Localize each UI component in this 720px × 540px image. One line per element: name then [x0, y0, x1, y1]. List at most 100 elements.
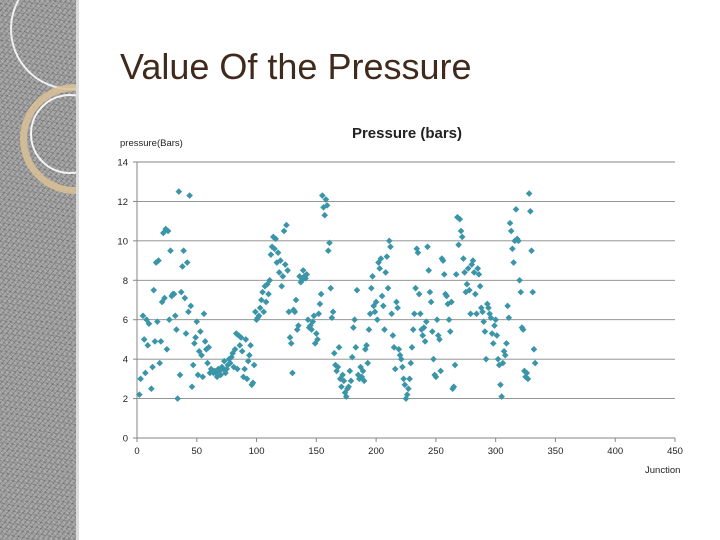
- data-point: [144, 342, 152, 349]
- data-point: [274, 249, 282, 256]
- data-point: [228, 353, 235, 361]
- data-point: [476, 282, 484, 290]
- data-point: [424, 243, 431, 251]
- data-point: [408, 344, 416, 351]
- data-point: [432, 373, 440, 381]
- data-point: [360, 377, 368, 385]
- data-point: [278, 282, 285, 290]
- data-point: [400, 375, 407, 383]
- data-point: [292, 296, 300, 304]
- y-tick-label: 12: [117, 197, 128, 208]
- data-point: [308, 326, 315, 333]
- data-point: [317, 290, 325, 298]
- data-point: [389, 332, 397, 339]
- data-point: [506, 219, 514, 227]
- data-point: [463, 280, 471, 288]
- data-point: [345, 383, 352, 391]
- data-point: [175, 188, 183, 195]
- data-point: [139, 312, 147, 320]
- data-point: [164, 227, 172, 235]
- data-point: [279, 273, 287, 280]
- data-point: [161, 294, 168, 302]
- data-point: [354, 371, 362, 379]
- data-point: [286, 334, 294, 341]
- data-point: [281, 261, 289, 268]
- data-point: [417, 310, 424, 318]
- data-point: [391, 365, 399, 373]
- y-tick-label: 2: [123, 394, 128, 405]
- data-point: [501, 351, 509, 359]
- data-point: [299, 267, 307, 274]
- data-point: [421, 338, 429, 345]
- data-point: [384, 284, 392, 292]
- data-point: [226, 359, 234, 367]
- x-tick-label: 250: [428, 446, 444, 457]
- data-point: [289, 369, 296, 377]
- data-point: [314, 336, 321, 343]
- data-point: [150, 286, 158, 294]
- data-point: [243, 375, 251, 383]
- tick-labels: 0 2 4 6 8 10 12 14 0 50 100 150 200 250 300 350 400 450: [117, 158, 683, 458]
- data-point: [448, 298, 455, 306]
- data-point: [498, 393, 505, 400]
- data-point: [527, 207, 534, 215]
- data-point: [156, 359, 164, 367]
- data-point: [461, 269, 468, 276]
- data-point: [493, 332, 501, 339]
- x-tick-label: 400: [607, 446, 623, 457]
- data-point: [303, 271, 311, 278]
- y-tick-label: 14: [117, 158, 128, 169]
- data-point: [464, 265, 472, 272]
- data-point: [152, 259, 160, 266]
- data-point: [362, 345, 369, 353]
- data-point: [503, 340, 510, 347]
- data-point: [249, 379, 257, 387]
- data-point: [396, 351, 404, 359]
- data-point: [516, 276, 523, 284]
- data-point: [157, 338, 165, 345]
- axes: [133, 161, 676, 442]
- data-point: [230, 363, 238, 371]
- data-point: [460, 255, 467, 262]
- data-point: [436, 336, 443, 343]
- data-point: [261, 282, 269, 290]
- data-point: [143, 316, 150, 324]
- data-point: [217, 371, 224, 379]
- data-point: [374, 316, 381, 324]
- data-point: [231, 345, 239, 353]
- data-point: [399, 363, 406, 371]
- data-point: [291, 308, 299, 316]
- data-point: [165, 316, 173, 324]
- data-point: [333, 367, 340, 375]
- data-point: [356, 375, 363, 383]
- data-point: [174, 395, 181, 402]
- data-point: [376, 265, 383, 272]
- data-point: [406, 375, 413, 383]
- data-point: [492, 316, 499, 324]
- data-point: [339, 371, 346, 379]
- data-point: [151, 338, 159, 345]
- data-point: [167, 247, 174, 255]
- data-point: [160, 229, 167, 237]
- x-tick-label: 350: [548, 446, 564, 457]
- data-point: [359, 367, 367, 375]
- data-point: [188, 383, 196, 391]
- data-point: [335, 344, 343, 351]
- data-point: [241, 365, 248, 373]
- data-point: [324, 247, 332, 255]
- data-point: [523, 369, 531, 377]
- data-point: [522, 373, 529, 381]
- data-point: [137, 375, 144, 383]
- data-point: [285, 308, 293, 316]
- data-point: [237, 334, 245, 341]
- data-point: [340, 377, 348, 385]
- data-point: [262, 298, 270, 306]
- data-point: [372, 298, 380, 306]
- data-point: [186, 192, 193, 199]
- data-point: [252, 308, 259, 316]
- data-point: [213, 373, 221, 381]
- data-point: [466, 286, 473, 294]
- data-point: [284, 267, 291, 274]
- data-point: [229, 349, 236, 357]
- data-point: [242, 336, 250, 343]
